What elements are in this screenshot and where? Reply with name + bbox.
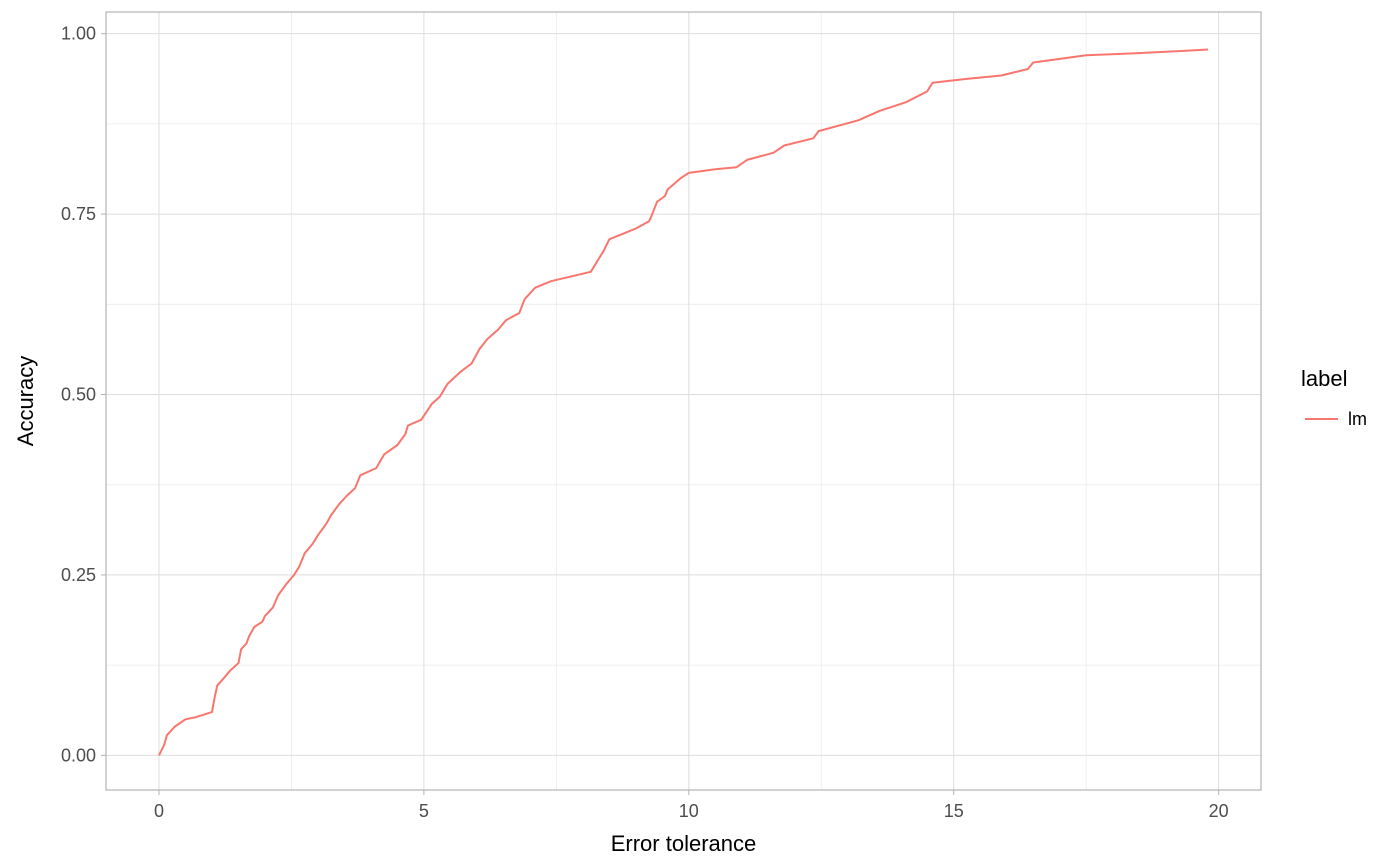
legend-label-lm: lm bbox=[1348, 409, 1367, 429]
x-axis-title: Error tolerance bbox=[611, 831, 757, 856]
y-axis: 0.00 0.25 0.50 0.75 1.00 bbox=[61, 24, 106, 765]
plot-background bbox=[106, 12, 1261, 790]
y-tick-label: 0.00 bbox=[61, 745, 96, 765]
x-tick-label: 5 bbox=[419, 801, 429, 821]
y-tick-label: 1.00 bbox=[61, 24, 96, 44]
major-gridlines bbox=[106, 12, 1261, 790]
minor-gridlines bbox=[106, 12, 1261, 790]
y-axis-title: Accuracy bbox=[13, 356, 38, 446]
series-layer bbox=[158, 48, 1209, 756]
x-tick-label: 0 bbox=[154, 801, 164, 821]
panel-border bbox=[105, 11, 1262, 791]
y-tick-label: 0.50 bbox=[61, 385, 96, 405]
x-tick-label: 15 bbox=[944, 801, 964, 821]
x-tick-label: 20 bbox=[1209, 801, 1229, 821]
legend: label lm bbox=[1301, 366, 1367, 429]
y-tick-label: 0.25 bbox=[61, 565, 96, 585]
series-line-lm bbox=[158, 48, 1209, 756]
x-axis: 0 5 10 15 20 bbox=[154, 790, 1229, 821]
y-tick-label: 0.75 bbox=[61, 204, 96, 224]
x-tick-label: 10 bbox=[679, 801, 699, 821]
legend-title: label bbox=[1301, 366, 1347, 391]
